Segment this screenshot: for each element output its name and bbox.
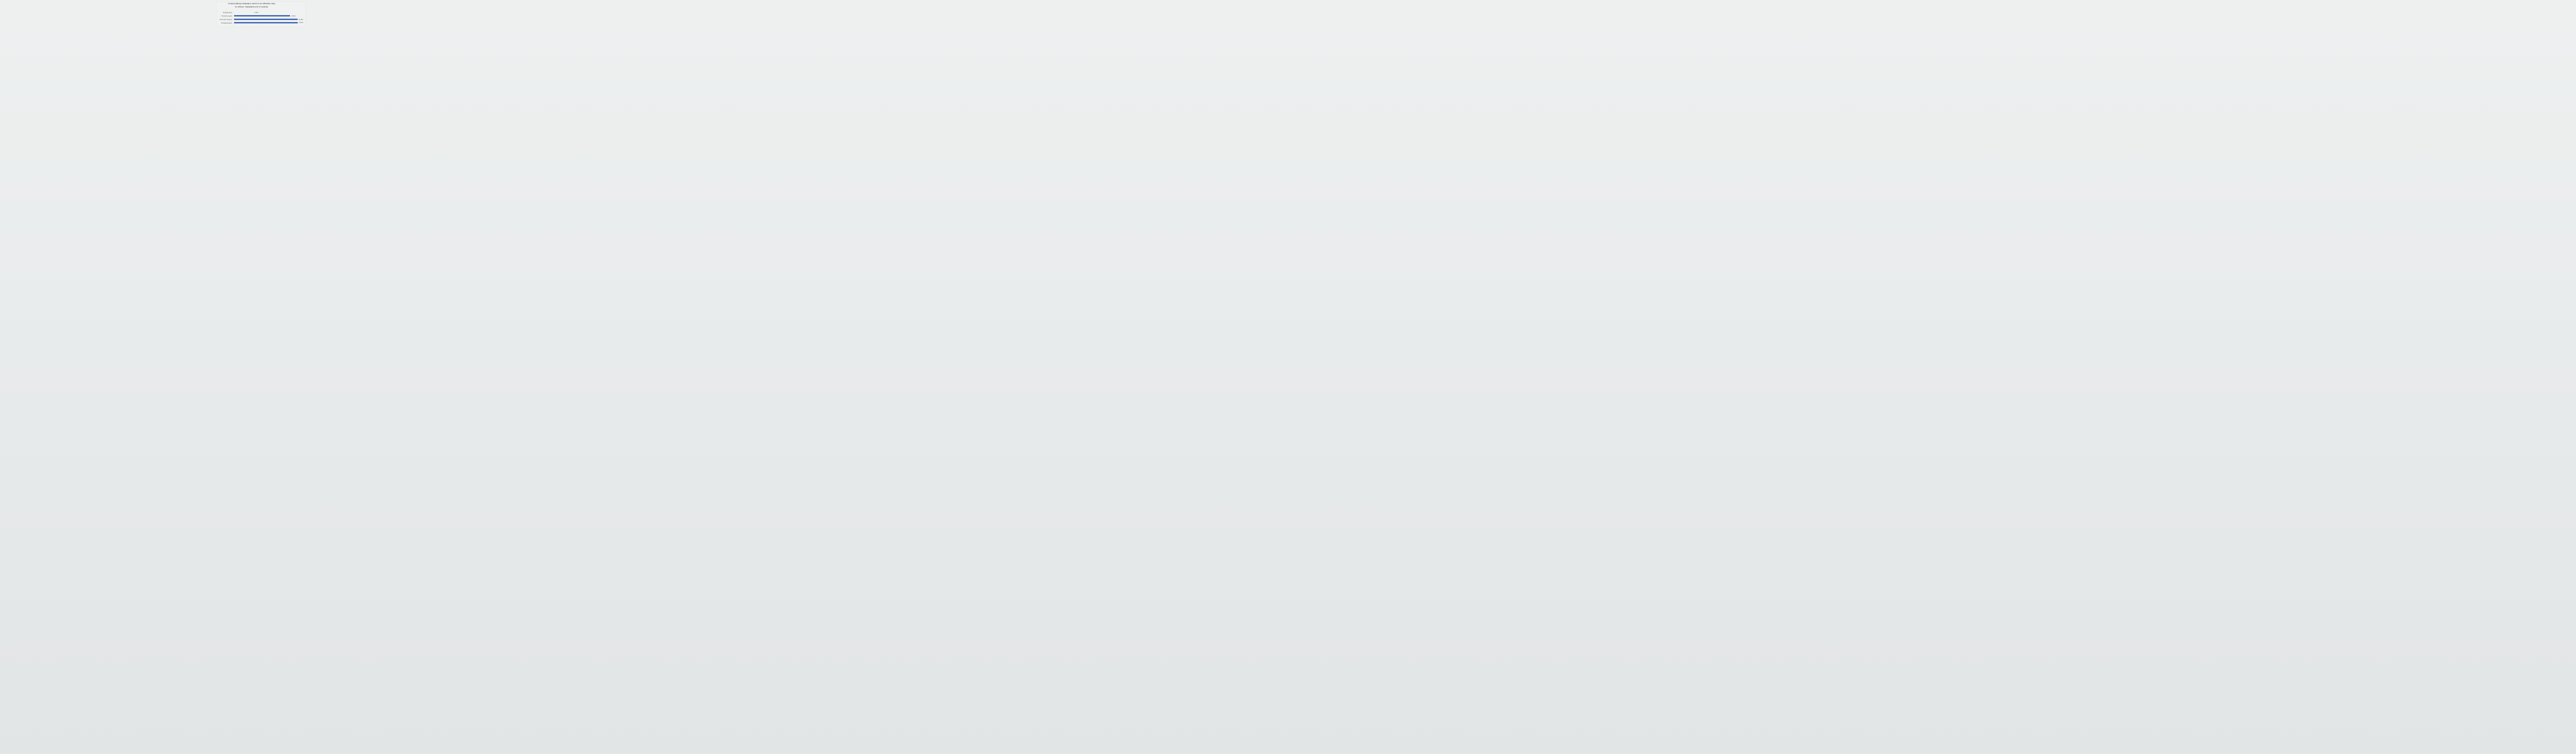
category-label-strongly-agree: Strongly agree (223, 11, 233, 13)
data-label-somewhat-agree: 27.63% (291, 15, 296, 17)
category-label-strongly-disagree: Strongly disagree (221, 22, 233, 24)
bar-somewhat-disagree (233, 22, 298, 24)
category-label-somewhat-disagree: Somewhat disagree (220, 18, 233, 20)
data-label-strongly-disagree: 31.42% (298, 22, 303, 24)
data-label-somewhat-disagree: 31.36% (298, 19, 303, 20)
data-label-strongly-agree: 9.59% (254, 12, 259, 13)
bar-somewhat-agree (233, 18, 298, 20)
bar-chart: Incarcerating marijuana users is an effe… (216, 1, 306, 27)
chart-title-line-2: to reduce marijuana use in society. (235, 6, 268, 8)
bars-group (233, 15, 298, 24)
category-labels: Strongly agree Somewhat agree Somewhat d… (220, 11, 233, 24)
chart-title-line-1: Incarcerating marijuana users is an effe… (229, 2, 276, 5)
bar-strongly-agree (233, 15, 290, 17)
data-labels: 9.59% 27.63% 31.36% 31.42% (254, 12, 303, 24)
category-label-somewhat-agree: Somewhat agree (222, 15, 233, 17)
